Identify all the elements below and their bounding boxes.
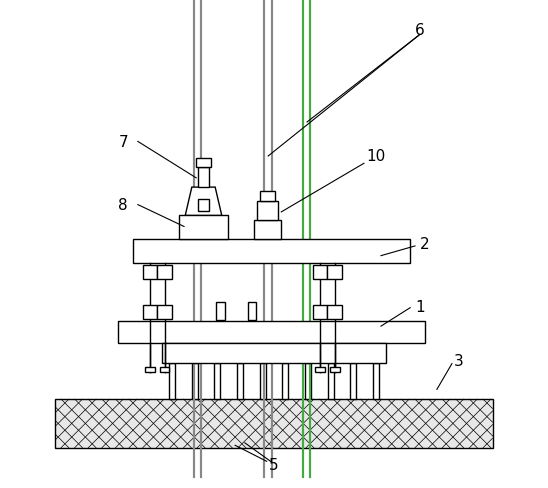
- Bar: [260, 192, 275, 201]
- Bar: [142, 266, 157, 280]
- Text: 1: 1: [415, 300, 425, 315]
- Bar: [198, 200, 209, 212]
- Bar: [162, 344, 386, 363]
- Bar: [169, 363, 175, 399]
- Polygon shape: [185, 188, 222, 216]
- Text: 8: 8: [118, 198, 128, 213]
- Bar: [157, 305, 172, 319]
- Bar: [254, 221, 281, 239]
- Bar: [198, 167, 209, 188]
- Bar: [305, 363, 311, 399]
- Bar: [145, 367, 155, 372]
- Text: 6: 6: [415, 23, 425, 38]
- Bar: [179, 216, 228, 239]
- Text: 3: 3: [454, 353, 464, 368]
- Bar: [196, 159, 211, 167]
- Bar: [313, 305, 328, 319]
- Bar: [313, 266, 328, 280]
- Bar: [282, 363, 288, 399]
- Text: 7: 7: [118, 135, 128, 150]
- Bar: [214, 363, 220, 399]
- Bar: [373, 363, 379, 399]
- Bar: [142, 305, 157, 319]
- Bar: [351, 363, 356, 399]
- Text: 2: 2: [420, 237, 430, 251]
- Bar: [328, 363, 334, 399]
- Bar: [260, 363, 266, 399]
- Bar: [237, 363, 243, 399]
- Bar: [330, 367, 340, 372]
- Bar: [328, 305, 342, 319]
- Bar: [258, 201, 278, 221]
- Bar: [192, 363, 197, 399]
- Bar: [248, 302, 256, 321]
- Bar: [159, 367, 169, 372]
- Bar: [55, 399, 493, 448]
- Bar: [315, 367, 325, 372]
- Bar: [328, 266, 342, 280]
- Bar: [216, 302, 225, 321]
- Text: 10: 10: [367, 149, 386, 164]
- Bar: [133, 239, 410, 264]
- Bar: [157, 266, 172, 280]
- Text: 5: 5: [269, 457, 279, 472]
- Bar: [55, 399, 493, 448]
- Bar: [118, 322, 425, 344]
